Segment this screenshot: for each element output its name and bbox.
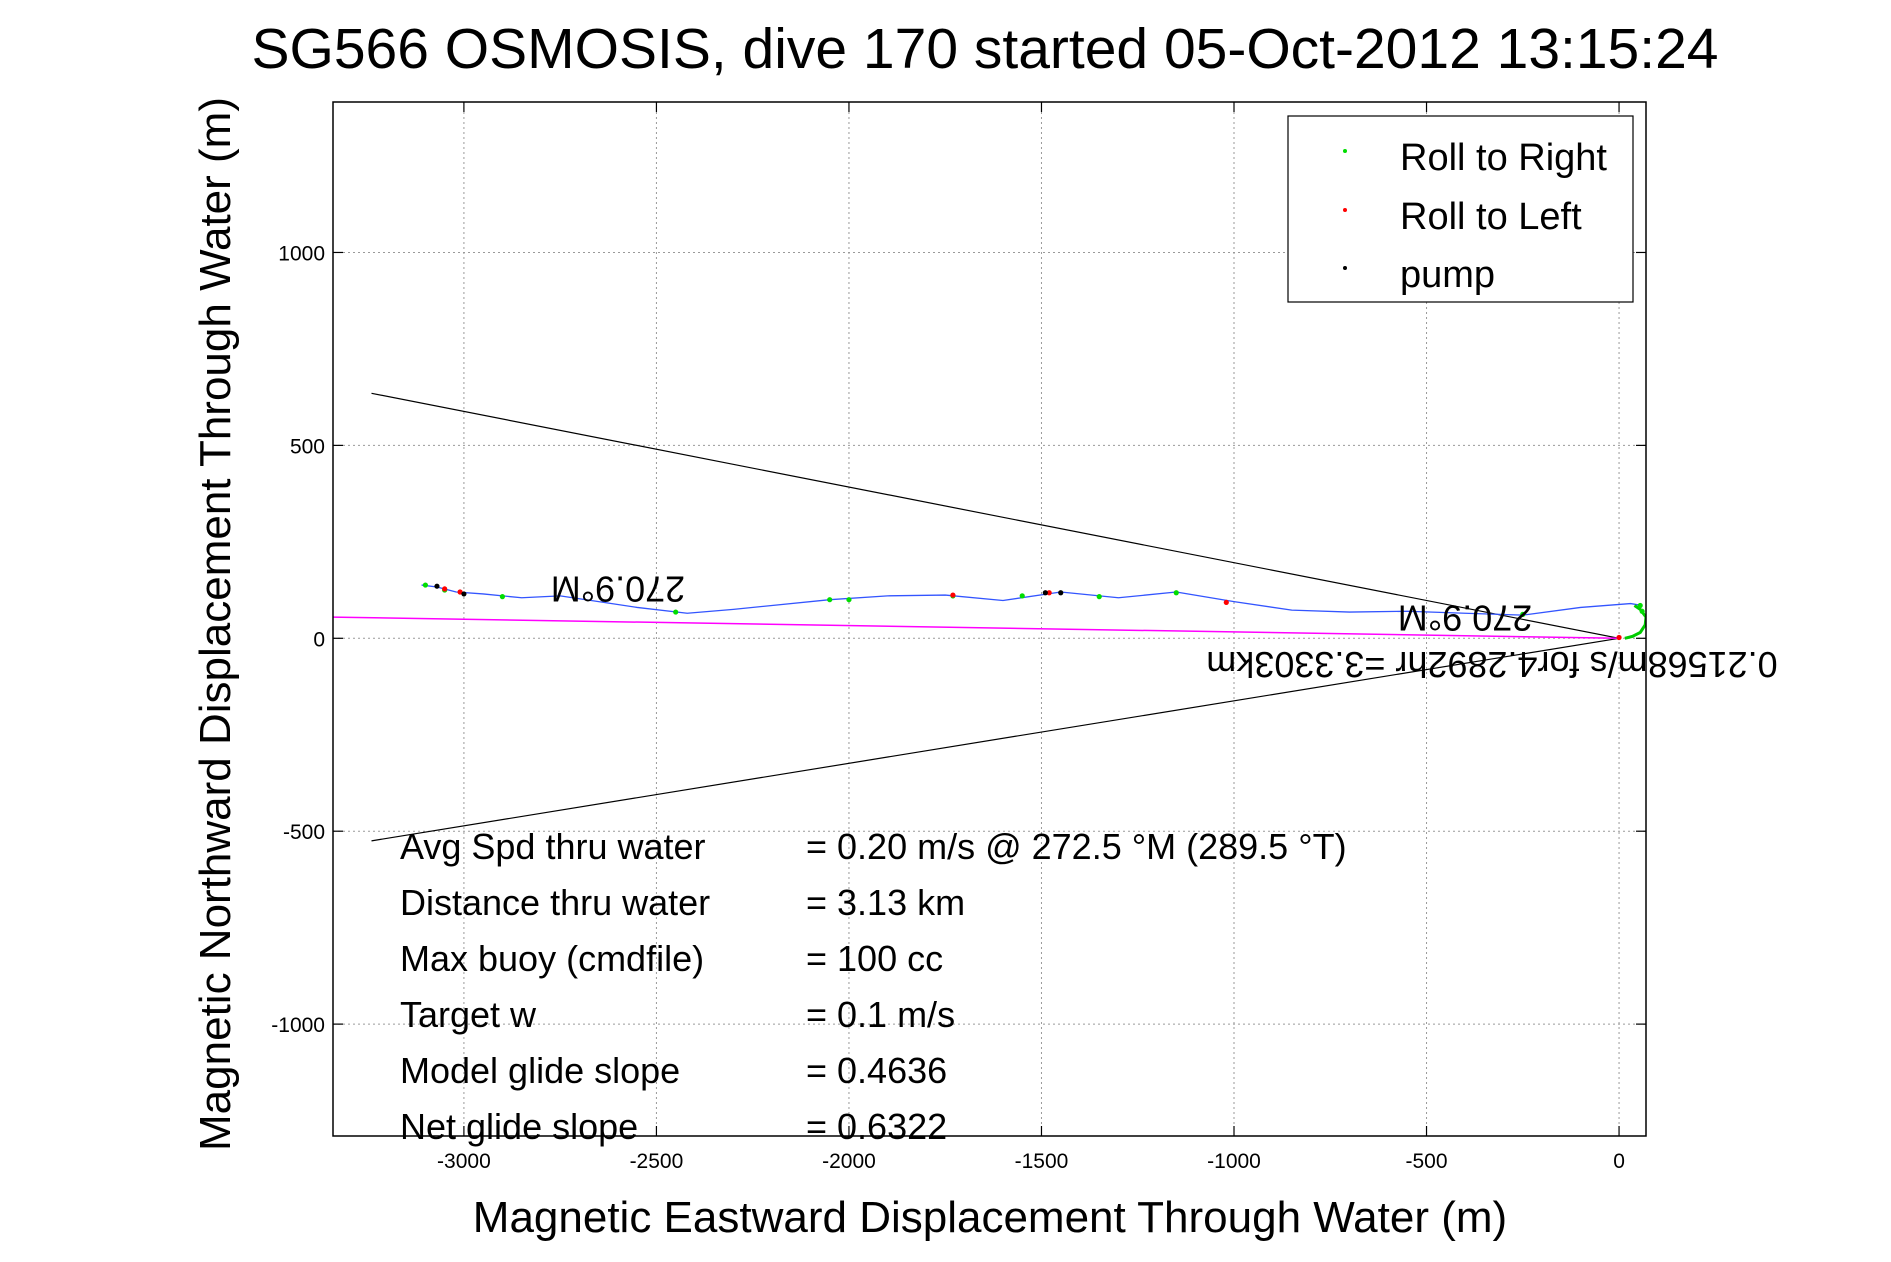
y-tick-label: 500 <box>290 435 325 458</box>
legend-marker-roll-left <box>1343 208 1347 212</box>
stat-value-model-glide: = 0.4636 <box>806 1050 947 1091</box>
heading-annotation: 270.9°M <box>1398 597 1532 638</box>
roll-right-point <box>1520 611 1526 617</box>
stat-value-net-glide: = 0.6322 <box>806 1106 947 1147</box>
chart-title: SG566 OSMOSIS, dive 170 started 05-Oct-2… <box>252 17 1719 81</box>
roll-right-point <box>1096 594 1102 600</box>
heading-annotation: 270.9°M <box>551 569 685 610</box>
stats-block: Avg Spd thru water = 0.20 m/s @ 272.5 °M… <box>400 826 1347 1147</box>
roll-left-point <box>1616 634 1622 641</box>
roll-right-point <box>1019 593 1025 599</box>
roll-left-point <box>950 592 956 598</box>
roll-right-point <box>422 582 429 588</box>
roll-left-point <box>442 586 448 592</box>
stat-label-model-glide: Model glide slope <box>400 1050 680 1091</box>
stat-label-avg-spd: Avg Spd thru water <box>400 826 706 867</box>
heading-annotation: 0.21568m/s for4.2892hr =3.3303km <box>1206 644 1777 685</box>
stat-value-avg-spd: = 0.20 m/s @ 272.5 °M (289.5 °T) <box>806 826 1347 867</box>
x-tick-label: -1500 <box>1015 1150 1069 1173</box>
legend: Roll to Right Roll to Left pump <box>1287 115 1634 303</box>
pump-point <box>461 591 467 597</box>
glider-track-line <box>421 584 1643 616</box>
y-axis-label: Magnetic Northward Displacement Through … <box>191 97 240 1151</box>
roll-right-point <box>827 597 833 603</box>
stat-label-target-w: Target w <box>400 994 537 1035</box>
cone-upper-line <box>371 392 1620 639</box>
legend-label-roll-right: Roll to Right <box>1400 137 1607 179</box>
legend-marker-roll-right <box>1343 149 1347 153</box>
stat-value-max-buoy: = 100 cc <box>806 938 943 979</box>
roll-left-point <box>1223 599 1229 606</box>
legend-marker-pump <box>1343 266 1347 270</box>
stat-label-distance: Distance thru water <box>400 882 710 923</box>
roll-right-point <box>1173 590 1179 596</box>
annotations: 270.9°M 270.9°M 0.21568m/s for4.2892hr =3.… <box>551 569 1778 685</box>
x-tick-label: -2500 <box>630 1150 684 1173</box>
pump-point <box>1042 590 1048 596</box>
roll-right-point <box>673 609 679 615</box>
roll-right-point <box>846 597 852 603</box>
roll-right-point <box>499 594 506 600</box>
legend-label-pump: pump <box>1400 254 1495 296</box>
pump-point <box>1058 590 1064 596</box>
x-tick-label: 0 <box>1613 1150 1625 1173</box>
stat-label-net-glide: Net glide slope <box>400 1106 638 1147</box>
x-axis-label: Magnetic Eastward Displacement Through W… <box>473 1193 1507 1242</box>
data-layer <box>333 392 1646 842</box>
roll-right-point <box>1637 602 1643 609</box>
y-tick-label: -500 <box>283 821 325 844</box>
stat-value-target-w: = 0.1 m/s <box>806 994 955 1035</box>
surface-loop-line <box>1624 604 1646 640</box>
roll-left-point <box>1046 590 1052 596</box>
stat-label-max-buoy: Max buoy (cmdfile) <box>400 938 704 979</box>
pump-point <box>434 583 440 589</box>
x-tick-label: -2000 <box>822 1150 876 1173</box>
stat-value-distance: = 3.13 km <box>806 882 965 923</box>
y-tick-label: -1000 <box>271 1014 325 1037</box>
x-tick-label: -3000 <box>437 1150 491 1173</box>
current-line <box>333 616 1620 640</box>
y-tick-label: 1000 <box>278 242 325 265</box>
x-tick-label: -1000 <box>1207 1150 1261 1173</box>
y-tick-label: 0 <box>313 628 325 651</box>
plot-frame <box>332 101 1647 1137</box>
ticks: -3000 -2500 -2000 -1500 -1000 -500 0 -1000 -500 0… <box>271 102 1646 1173</box>
x-tick-label: -500 <box>1406 1150 1448 1173</box>
cone-lower-line <box>371 637 1620 842</box>
legend-label-roll-left: Roll to Left <box>1400 196 1582 238</box>
roll-right-point <box>1639 608 1645 614</box>
roll-left-point <box>457 589 463 595</box>
